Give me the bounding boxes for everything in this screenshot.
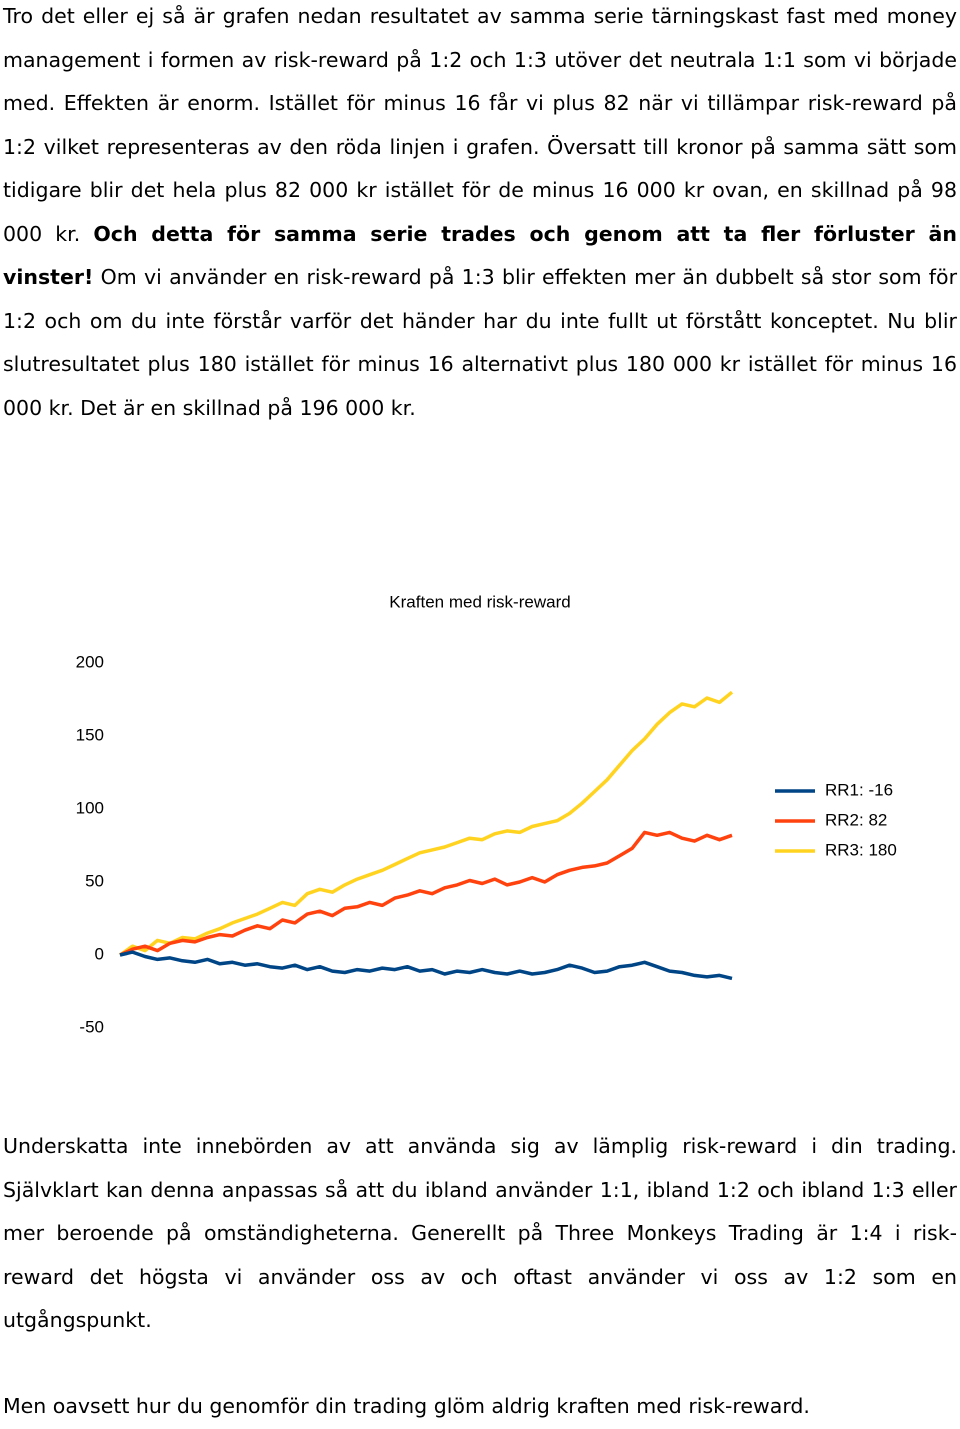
line-series (119, 830, 733, 957)
paragraph: Underskatta inte innebörden av att använ… (3, 1125, 957, 1343)
text: Underskatta inte innebörden av att använ… (3, 1134, 957, 1332)
y-tick-label: 50 (85, 871, 104, 890)
paragraph: Men oavsett hur du genomför din trading … (3, 1385, 957, 1429)
y-tick-label: -50 (79, 1017, 104, 1036)
bold-text: Och detta för samma serie trades och gen… (3, 221, 957, 290)
y-tick-label: 100 (76, 798, 104, 817)
legend-label: RR1: -16 (825, 780, 893, 799)
y-tick-label: 200 (76, 652, 104, 671)
line-series (118, 690, 734, 957)
chart-title: Kraften med risk-reward (389, 592, 570, 611)
legend-label: RR3: 180 (825, 840, 897, 859)
y-tick-label: 0 (95, 944, 104, 963)
text: Tro det eller ej så är grafen nedan resu… (3, 4, 957, 246)
chart: Kraften med risk-reward -50 0 50 100 150 200 R… (76, 592, 897, 1036)
text: Om vi använder en risk-reward på 1:3 bli… (3, 265, 957, 420)
text: Men oavsett hur du genomför din trading … (3, 1394, 810, 1418)
legend-label: RR2: 82 (825, 810, 887, 829)
line-series (119, 950, 733, 981)
paragraph: Tro det eller ej så är grafen nedan resu… (3, 0, 957, 430)
y-tick-label: 150 (76, 725, 104, 744)
